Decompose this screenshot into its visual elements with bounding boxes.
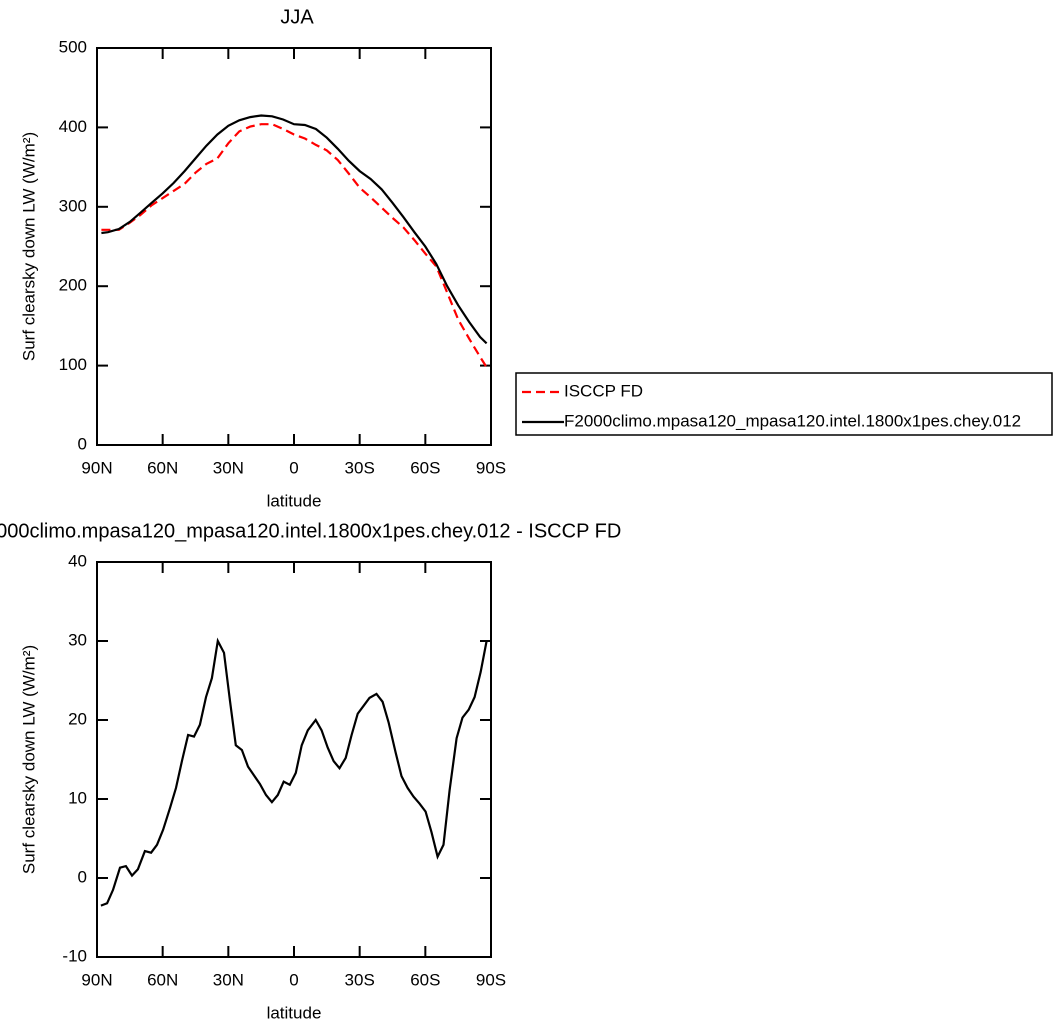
y-tick-label: 200 [59,276,87,295]
x-tick-label: 30S [345,970,375,989]
x-tick-label: 90N [81,458,112,477]
x-axis-label: latitude [267,1003,322,1022]
y-tick-label: 30 [68,630,87,649]
data-line [101,114,488,345]
x-tick-label: 30S [345,458,375,477]
y-tick-label: 40 [68,551,87,570]
data-line [100,637,488,907]
x-tick-label: 0 [289,458,298,477]
y-tick-label: 500 [59,37,87,56]
chart-title: JJA [280,6,314,28]
plot-frame [96,47,492,446]
y-tick-label: 10 [68,788,87,807]
plot-frame [96,561,492,958]
legend-label: F2000climo.mpasa120_mpasa120.intel.1800x… [564,411,1021,430]
y-axis-label: Surf clearsky down LW (W/m²) [19,645,38,874]
x-tick-label: 30N [213,970,244,989]
legend-box [515,372,1053,436]
x-tick-label: 60S [410,970,440,989]
x-tick-label: 30N [213,458,244,477]
y-tick-label: 20 [68,709,87,728]
x-tick-label: 60N [147,458,178,477]
x-tick-label: 0 [289,970,298,989]
y-tick-label: -10 [62,946,87,965]
legend-label: ISCCP FD [564,381,643,400]
x-tick-label: 90N [81,970,112,989]
x-tick-label: 90S [476,458,506,477]
y-tick-label: 100 [59,355,87,374]
y-tick-label: 0 [78,867,87,886]
y-axis-label: Surf clearsky down LW (W/m²) [19,132,38,361]
y-tick-label: 400 [59,117,87,136]
x-tick-label: 60N [147,970,178,989]
data-line [101,123,488,368]
x-tick-label: 90S [476,970,506,989]
x-axis-label: latitude [267,491,322,510]
chart-title: F2000climo.mpasa120_mpasa120.intel.1800x… [0,520,621,542]
y-tick-label: 300 [59,196,87,215]
y-tick-label: 0 [78,434,87,453]
x-tick-label: 60S [410,458,440,477]
